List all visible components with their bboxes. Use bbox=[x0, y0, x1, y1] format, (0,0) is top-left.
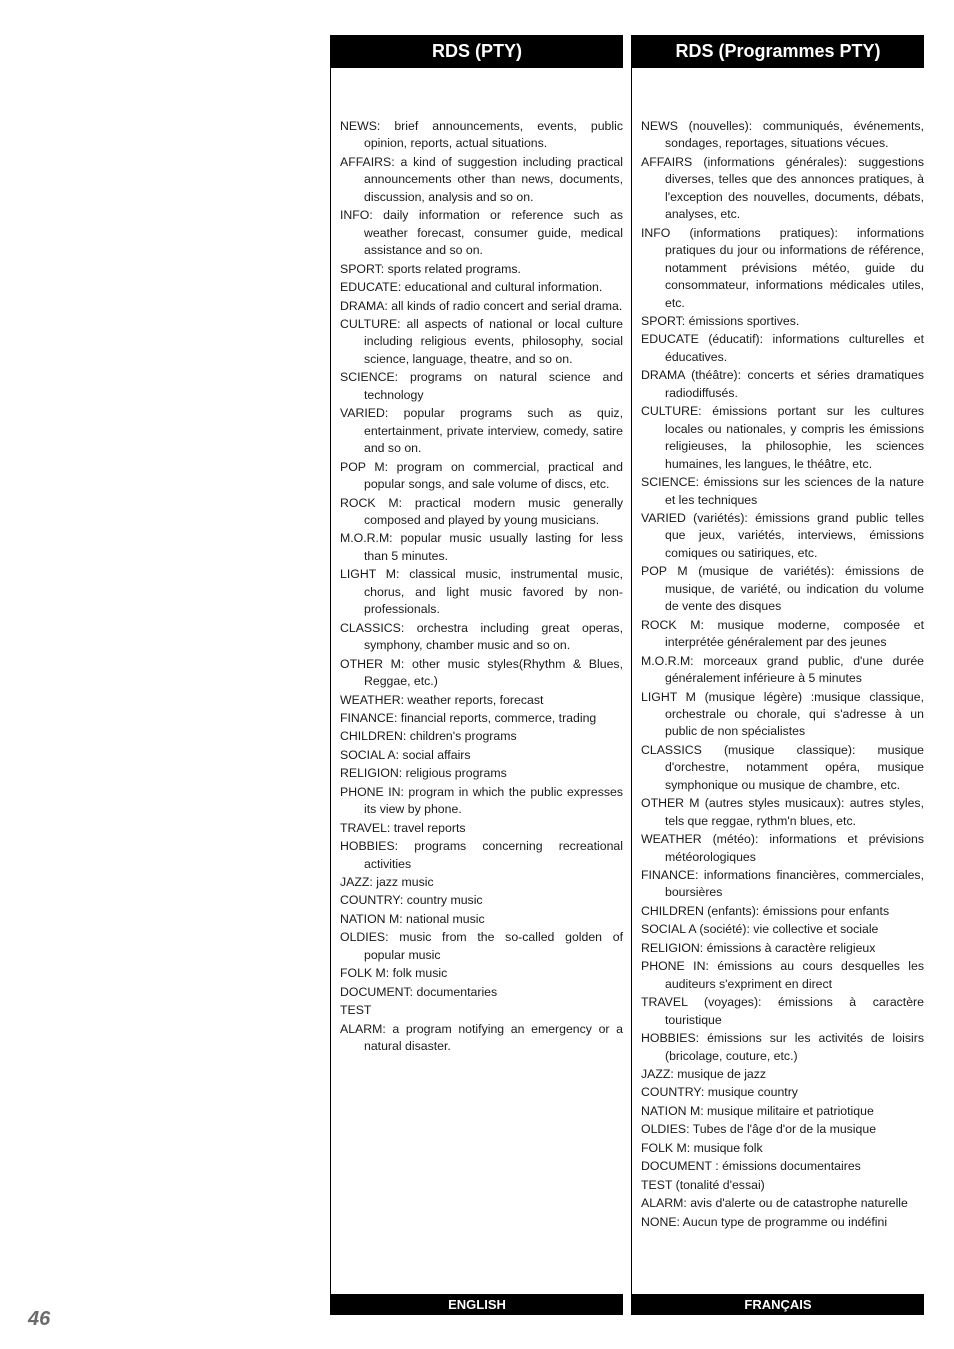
entry: EDUCATE: educational and cultural inform… bbox=[340, 279, 623, 296]
entry: AFFAIRS: a kind of suggestion including … bbox=[340, 154, 623, 206]
entry: DOCUMENT: documentaries bbox=[340, 984, 623, 1001]
entry: DRAMA (théâtre): concerts et séries dram… bbox=[641, 367, 924, 402]
entry: TEST bbox=[340, 1002, 623, 1019]
entry: NONE: Aucun type de programme ou indéfin… bbox=[641, 1214, 924, 1231]
entry: SCIENCE: émissions sur les sciences de l… bbox=[641, 474, 924, 509]
entry: EDUCATE (éducatif): informations culture… bbox=[641, 331, 924, 366]
entry: FINANCE: financial reports, commerce, tr… bbox=[340, 710, 623, 727]
entry: WEATHER: weather reports, forecast bbox=[340, 692, 623, 709]
entry: LIGHT M (musique légère) :musique classi… bbox=[641, 689, 924, 741]
spacer bbox=[641, 1232, 924, 1294]
right-body: NEWS (nouvelles): communiqués, événement… bbox=[641, 118, 924, 1232]
entry: SOCIAL A (société): vie collective et so… bbox=[641, 921, 924, 938]
entry: SOCIAL A: social affairs bbox=[340, 747, 623, 764]
entry: TRAVEL (voyages): émissions à caractère … bbox=[641, 994, 924, 1029]
entry: VARIED (variétés): émissions grand publi… bbox=[641, 510, 924, 562]
entry: NATION M: musique militaire et patriotiq… bbox=[641, 1103, 924, 1120]
entry: CHILDREN: children's programs bbox=[340, 728, 623, 745]
entry: WEATHER (météo): informations et prévisi… bbox=[641, 831, 924, 866]
entry: HOBBIES: émissions sur les activités de … bbox=[641, 1030, 924, 1065]
entry: SCIENCE: programs on natural science and… bbox=[340, 369, 623, 404]
right-header: RDS (Programmes PTY) bbox=[632, 35, 924, 68]
entry: OTHER M: other music styles(Rhythm & Blu… bbox=[340, 656, 623, 691]
entry: SPORT: sports related programs. bbox=[340, 261, 623, 278]
entry: SPORT: émissions sportives. bbox=[641, 313, 924, 330]
entry: AFFAIRS (informations générales): sugges… bbox=[641, 154, 924, 224]
entry: CLASSICS: orchestra including great oper… bbox=[340, 620, 623, 655]
entry: PHONE IN: program in which the public ex… bbox=[340, 784, 623, 819]
entry: POP M (musique de variétés): émissions d… bbox=[641, 563, 924, 615]
entry: DRAMA: all kinds of radio concert and se… bbox=[340, 298, 623, 315]
entry: VARIED: popular programs such as quiz, e… bbox=[340, 405, 623, 457]
entry: FOLK M: musique folk bbox=[641, 1140, 924, 1157]
left-header: RDS (PTY) bbox=[331, 35, 623, 68]
entry: ROCK M: practical modern music generally… bbox=[340, 495, 623, 530]
entry: HOBBIES: programs concerning recreationa… bbox=[340, 838, 623, 873]
entry: RELIGION: religious programs bbox=[340, 765, 623, 782]
entry: CULTURE: émissions portant sur les cultu… bbox=[641, 403, 924, 473]
entry: RELIGION: émissions à caractère religieu… bbox=[641, 940, 924, 957]
entry: NEWS (nouvelles): communiqués, événement… bbox=[641, 118, 924, 153]
entry: M.O.R.M: morceaux grand public, d'une du… bbox=[641, 653, 924, 688]
entry: TRAVEL: travel reports bbox=[340, 820, 623, 837]
entry: DOCUMENT : émissions documentaires bbox=[641, 1158, 924, 1175]
entry: POP M: program on commercial, practical … bbox=[340, 459, 623, 494]
entry: OLDIES: Tubes de l'âge d'or de la musiqu… bbox=[641, 1121, 924, 1138]
columns-container: RDS (PTY) NEWS: brief announcements, eve… bbox=[330, 35, 924, 1315]
entry: ROCK M: musique moderne, composée et int… bbox=[641, 617, 924, 652]
entry: COUNTRY: musique country bbox=[641, 1084, 924, 1101]
entry: CULTURE: all aspects of national or loca… bbox=[340, 316, 623, 368]
right-column: RDS (Programmes PTY) NEWS (nouvelles): c… bbox=[631, 35, 924, 1315]
entry: COUNTRY: country music bbox=[340, 892, 623, 909]
entry: CHILDREN (enfants): émissions pour enfan… bbox=[641, 903, 924, 920]
entry: FINANCE: informations financières, comme… bbox=[641, 867, 924, 902]
entry: CLASSICS (musique classique): musique d'… bbox=[641, 742, 924, 794]
entry: OLDIES: music from the so-called golden … bbox=[340, 929, 623, 964]
entry: ALARM: a program notifying an emergency … bbox=[340, 1021, 623, 1056]
entry: OTHER M (autres styles musicaux): autres… bbox=[641, 795, 924, 830]
entry: NEWS: brief announcements, events, publi… bbox=[340, 118, 623, 153]
left-body: NEWS: brief announcements, events, publi… bbox=[340, 118, 623, 1057]
left-column: RDS (PTY) NEWS: brief announcements, eve… bbox=[330, 35, 623, 1315]
entry: INFO: daily information or reference suc… bbox=[340, 207, 623, 259]
entry: LIGHT M: classical music, instrumental m… bbox=[340, 566, 623, 618]
entry: TEST (tonalité d'essai) bbox=[641, 1177, 924, 1194]
entry: JAZZ: jazz music bbox=[340, 874, 623, 891]
page-number: 46 bbox=[28, 1308, 50, 1331]
entry: FOLK M: folk music bbox=[340, 965, 623, 982]
entry: ALARM: avis d'alerte ou de catastrophe n… bbox=[641, 1195, 924, 1212]
entry: NATION M: national music bbox=[340, 911, 623, 928]
entry: JAZZ: musique de jazz bbox=[641, 1066, 924, 1083]
entry: INFO (informations pratiques): informati… bbox=[641, 225, 924, 312]
entry: M.O.R.M: popular music usually lasting f… bbox=[340, 530, 623, 565]
right-footer: FRANÇAIS bbox=[632, 1294, 924, 1315]
spacer bbox=[340, 1057, 623, 1294]
left-footer: ENGLISH bbox=[331, 1294, 623, 1315]
entry: PHONE IN: émissions au cours desquelles … bbox=[641, 958, 924, 993]
